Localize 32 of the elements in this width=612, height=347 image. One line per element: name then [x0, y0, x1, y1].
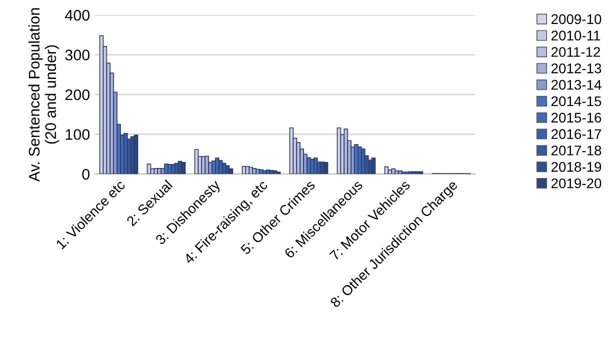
y-tick-label: 0: [82, 168, 90, 180]
legend-label: 2011-12: [551, 47, 600, 57]
bar: [228, 168, 234, 174]
y-tick-label: 200: [65, 89, 90, 100]
bar: [408, 171, 413, 174]
y-axis-title: Av. Sentenced Population (20 and under): [28, 8, 60, 182]
bar: [324, 162, 328, 174]
legend-label: 2013-14: [551, 80, 602, 90]
bar: [412, 171, 416, 174]
bar: [134, 134, 138, 174]
bar: [418, 171, 424, 174]
bar: [204, 156, 209, 174]
bar: [398, 170, 402, 174]
legend-label: 2017-18: [551, 146, 602, 156]
y-tick-label: 400: [65, 10, 90, 21]
bar: [391, 168, 396, 174]
legend-label: 2012-13: [551, 64, 602, 74]
bar: [259, 169, 264, 174]
bar: [225, 165, 230, 174]
y-tick-label: 300: [65, 50, 90, 60]
legend-label: 2018-19: [551, 162, 602, 172]
legend-label: 2015-16: [551, 112, 602, 123]
bar: [181, 162, 186, 174]
bar: [371, 158, 376, 174]
bar: [146, 164, 152, 174]
bar: [415, 171, 420, 174]
legend-label: 2009-10: [551, 14, 602, 24]
legend-label: 2010-11: [551, 30, 600, 40]
legend-label: 2016-17: [551, 129, 602, 140]
legend-label: 2019-20: [551, 178, 602, 188]
legend-label: 2014-15: [551, 96, 602, 106]
y-tick-label: 100: [66, 129, 90, 140]
